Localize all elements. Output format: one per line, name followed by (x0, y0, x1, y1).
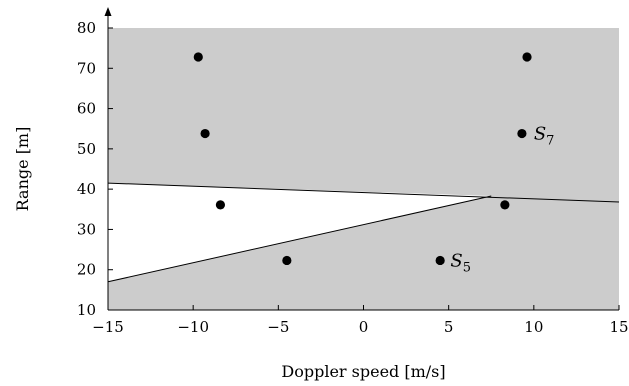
x-axis-label: Doppler speed [m/s] (281, 362, 445, 381)
x-tick-label: −15 (92, 318, 124, 336)
y-tick-label: 20 (77, 261, 96, 279)
annotation-subscript: 7 (546, 134, 554, 149)
boundary-line-2 (107, 195, 492, 283)
data-points (193, 52, 532, 266)
data-point-4 (517, 128, 527, 139)
y-tick-label: 50 (77, 140, 96, 158)
y-tick-label: 40 (77, 180, 96, 198)
y-tick-label: 10 (77, 301, 96, 319)
x-tick-label: 15 (609, 318, 628, 336)
x-tick-label: −5 (267, 318, 289, 336)
y-tick-label: 80 (77, 19, 96, 37)
data-point-7 (282, 255, 292, 266)
x-tick-label: −10 (177, 318, 209, 336)
y-ticks: 10 20 30 40 50 60 70 80 (77, 19, 113, 319)
x-tick-label: 10 (524, 318, 543, 336)
data-point-5 (215, 200, 226, 210)
y-tick-label: 60 (77, 100, 96, 118)
y-axis-arrow-icon (104, 7, 112, 16)
unshaded-region (108, 183, 492, 282)
data-point-2 (522, 52, 532, 62)
y-tick-label: 30 (77, 220, 96, 238)
data-point-3 (200, 128, 210, 139)
data-point-8 (435, 255, 445, 266)
data-point-6 (500, 200, 510, 210)
y-axis-label: Range [m] (13, 127, 32, 212)
shaded-region (108, 28, 619, 310)
x-tick-label: 0 (359, 318, 369, 336)
x-tick-label: 5 (444, 318, 454, 336)
y-tick-label: 70 (77, 59, 96, 77)
x-ticks: −15 −10 −5 0 5 10 15 (92, 305, 629, 336)
boundary-line-1 (107, 182, 620, 203)
data-point-1 (193, 52, 203, 62)
boundary-lines (107, 182, 620, 283)
annotation-subscript: 5 (463, 260, 471, 275)
